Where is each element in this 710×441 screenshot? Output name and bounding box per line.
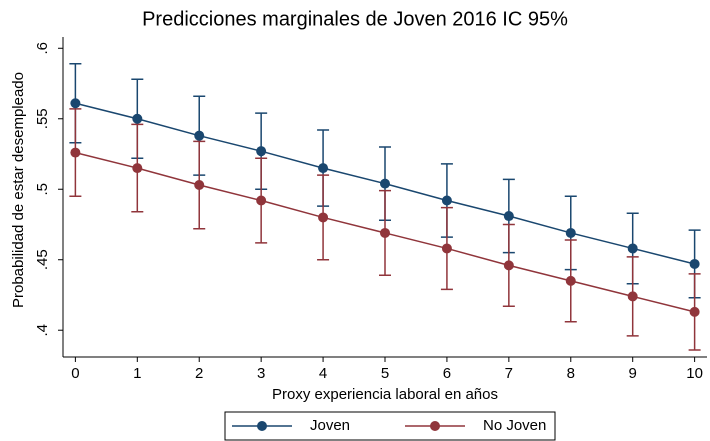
legend-marker [430,421,440,431]
x-tick-label: 9 [629,365,637,382]
point [256,146,267,157]
point [70,147,81,158]
point [503,260,514,271]
x-tick-label: 4 [319,365,327,382]
y-tick-label: .6 [34,42,51,55]
point [689,306,700,317]
x-tick-label: 0 [71,365,79,382]
chart-title: Predicciones marginales de Joven 2016 IC… [142,8,568,30]
point [380,227,390,238]
legend-label: Joven [310,417,350,434]
point [380,178,390,189]
point [70,98,81,109]
legend-marker [257,421,267,431]
y-tick-label: .4 [34,324,51,337]
point [565,227,576,238]
point [194,180,205,191]
x-tick-label: 10 [686,365,703,382]
y-axis-label: Probabilidad de estar desempleado [10,72,27,308]
point [565,275,576,286]
x-axis-label: Proxy experiencia laboral en años [272,386,498,403]
x-tick-label: 1 [133,365,141,382]
x-tick-label: 7 [505,365,513,382]
x-tick-label: 2 [195,365,203,382]
y-tick-label: .5 [34,183,51,196]
x-tick-label: 3 [257,365,265,382]
point [689,258,700,269]
y-tick-label: .45 [34,249,51,270]
x-tick-label: 5 [381,365,389,382]
point [627,291,638,302]
x-tick-label: 6 [443,365,451,382]
point [441,195,452,206]
point [318,212,329,223]
point [256,195,267,206]
y-tick-label: .55 [34,108,51,129]
point [132,163,143,174]
point [132,113,143,124]
point [318,163,329,174]
point [194,130,205,141]
x-tick-label: 8 [567,365,575,382]
point [503,211,514,222]
point [441,243,452,254]
legend-label: No Joven [483,417,546,434]
point [627,243,638,254]
